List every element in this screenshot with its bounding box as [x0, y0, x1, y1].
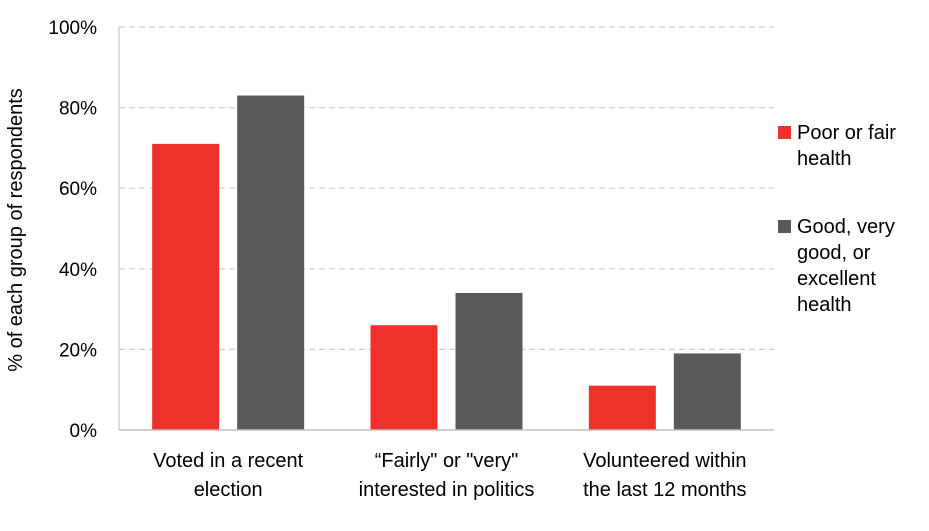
x-category-label: the last 12 months	[583, 479, 746, 501]
legend-swatch	[778, 220, 791, 233]
legend-label: Good, very good, or excellent health	[797, 214, 895, 318]
legend-item: Poor or fair health	[778, 120, 928, 172]
y-tick-label: 80%	[59, 99, 97, 120]
legend: Poor or fair health Good, very good, or exce…	[778, 120, 928, 360]
bar-good-excellent-1	[455, 292, 523, 430]
bar-poor-fair-2	[588, 385, 656, 430]
x-category-label: interested in politics	[359, 479, 535, 501]
y-axis-label: % of each group of respondents	[5, 88, 27, 372]
legend-label-line: excellent	[797, 268, 876, 290]
legend-label-line: Poor or fair	[797, 122, 896, 144]
y-tick-label: 60%	[59, 179, 97, 200]
x-category-label: election	[194, 479, 263, 501]
x-category-label: Voted in a recent	[153, 450, 304, 472]
legend-label-line: health	[797, 148, 852, 170]
legend-label-line: health	[797, 294, 852, 316]
legend-swatch	[778, 126, 791, 139]
legend-label: Poor or fair health	[797, 120, 896, 172]
x-axis	[118, 27, 774, 431]
bar-good-excellent-0	[237, 95, 305, 430]
bar-poor-fair-0	[152, 143, 220, 430]
bar-good-excellent-2	[673, 353, 741, 430]
y-tick-label: 20%	[59, 340, 97, 361]
x-category-label: “Fairly" or "very"	[375, 450, 519, 472]
x-axis-categories: Voted in a recent election “Fairly" or "ve…	[153, 450, 746, 501]
x-category-label: Volunteered within	[583, 450, 746, 472]
legend-label-line: Good, very	[797, 216, 895, 238]
legend-item: Good, very good, or excellent health	[778, 214, 928, 318]
bars	[152, 95, 741, 430]
y-tick-label: 0%	[70, 421, 98, 442]
y-tick-label: 100%	[48, 18, 97, 39]
legend-label-line: good, or	[797, 242, 871, 264]
gridlines	[119, 26, 774, 350]
y-axis-ticks: 0% 20% 40% 60% 80% 100%	[48, 18, 97, 442]
bar-poor-fair-1	[370, 325, 438, 430]
y-tick-label: 40%	[59, 260, 97, 281]
